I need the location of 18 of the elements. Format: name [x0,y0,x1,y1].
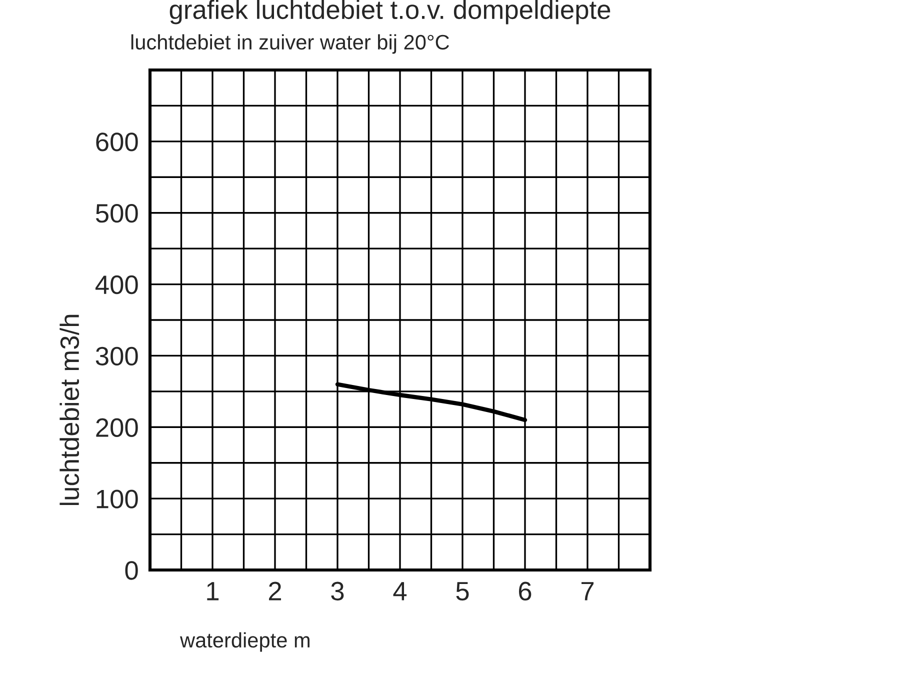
y-tick-label: 0 [125,561,138,580]
x-tick-label: 2 [268,582,282,600]
y-tick-label: 500 [96,204,138,223]
y-tick-label: 200 [96,418,138,437]
y-tick-label: 400 [95,275,138,294]
y-tick-label: 300 [96,346,138,366]
x-tick-label: 7 [582,582,594,600]
x-axis-title: waterdiepte m [180,632,310,652]
y-tick-label: 600 [96,132,138,152]
x-tick-label: 6 [519,582,532,600]
y-axis-title: luchtdebiet m3/h [60,314,80,506]
chart-subtitle: luchtdebiet in zuiver water bij 20°C [131,34,450,54]
x-tick-label: 3 [331,582,344,600]
x-tick-label: 5 [456,582,469,600]
x-tick-label: 4 [393,582,407,600]
y-tick-label: 100 [96,490,138,508]
x-tick-label: 1 [207,582,219,600]
chart-title: grafiek luchtdebiet t.o.v. dompeldiepte [170,0,610,24]
